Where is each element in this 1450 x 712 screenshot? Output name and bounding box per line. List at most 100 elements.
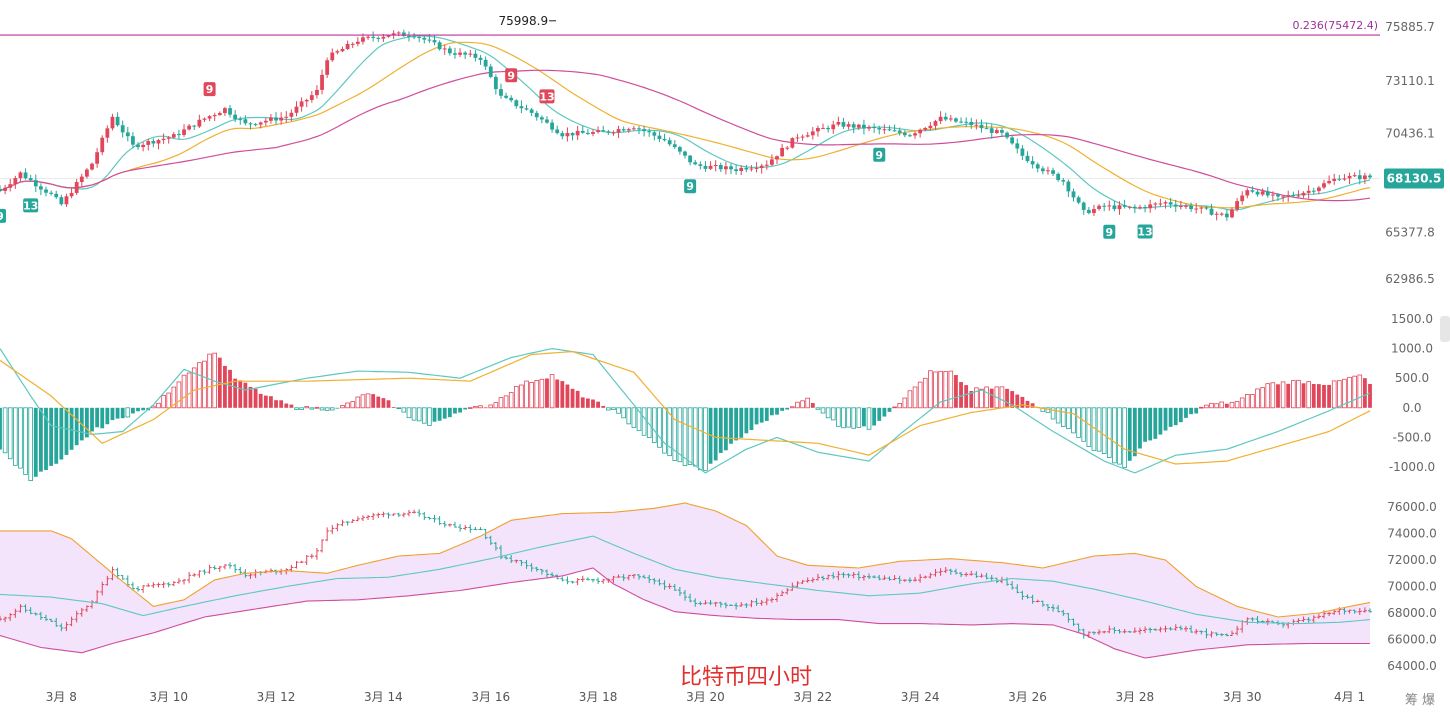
candle-body <box>795 137 800 139</box>
candle-body <box>964 121 969 123</box>
macd-axis-label: -1000.0 <box>1389 460 1435 474</box>
td-marker-badge <box>539 89 555 104</box>
macd-histogram-bar <box>1229 402 1235 409</box>
macd-histogram-bar <box>105 407 110 425</box>
candle-body <box>959 121 963 123</box>
macd-histogram-bar <box>585 398 590 408</box>
candle-body <box>611 132 616 134</box>
candle-body <box>1117 205 1122 210</box>
macd-histogram-bar <box>1173 407 1178 426</box>
bollinger-upper-line <box>0 502 1371 618</box>
candle-body <box>805 135 810 137</box>
macd-histogram-bar <box>467 407 473 409</box>
candle-body <box>928 125 933 128</box>
date-axis-label: 3月 10 <box>149 690 188 704</box>
macd-histogram-bar <box>636 407 642 431</box>
candle-body <box>723 166 728 170</box>
candle-body <box>315 89 319 96</box>
candle-body <box>269 117 273 121</box>
candle-body <box>672 144 677 148</box>
macd-histogram-bar <box>928 370 933 409</box>
candle-body <box>192 125 197 127</box>
candle-body <box>1245 190 1250 196</box>
macd-histogram-bar <box>902 397 908 409</box>
macd-histogram-bar <box>202 360 207 409</box>
candle-body <box>1138 207 1142 209</box>
macd-histogram-bar <box>938 370 943 409</box>
macd-histogram-bar <box>197 362 202 409</box>
macd-histogram-bar <box>503 395 509 409</box>
candle-body <box>125 132 130 137</box>
candle-body <box>299 101 304 107</box>
candle-body <box>841 122 846 127</box>
macd-histogram-bar <box>1331 380 1337 409</box>
macd-histogram-bar <box>1178 407 1183 423</box>
macd-dea-line <box>0 350 1371 465</box>
macd-histogram-bar <box>933 371 938 409</box>
candle-body <box>1020 148 1025 156</box>
macd-histogram-bar <box>493 402 499 409</box>
macd-histogram-bar <box>1306 381 1311 409</box>
candle-body <box>739 167 744 172</box>
boll-axis-label: 66000.0 <box>1387 633 1437 647</box>
macd-histogram-bar <box>703 407 708 471</box>
macd-histogram-bar <box>810 403 815 408</box>
macd-histogram-bar <box>969 391 974 408</box>
candle-body <box>361 37 365 42</box>
macd-histogram-bar <box>85 407 89 438</box>
candle-body <box>744 167 749 170</box>
macd-histogram-bar <box>391 407 396 408</box>
candle-body <box>1173 204 1178 207</box>
macd-histogram-bar <box>964 385 969 408</box>
macd-histogram-bar <box>948 370 954 409</box>
macd-histogram-bar <box>1362 378 1367 408</box>
scroll-handle[interactable] <box>1440 316 1450 342</box>
candle-body <box>667 140 672 145</box>
candle-body <box>1127 206 1132 208</box>
candle-body <box>862 124 866 129</box>
td-marker-badge <box>505 68 518 83</box>
candle-body <box>105 128 110 138</box>
candle-body <box>713 165 718 167</box>
candle-body <box>647 131 652 133</box>
candle-body <box>509 97 514 101</box>
candle-body <box>8 184 13 188</box>
macd-histogram-bar <box>1270 382 1276 409</box>
candle-body <box>892 130 897 132</box>
macd-histogram-bar <box>228 369 232 408</box>
macd-histogram-bar <box>1096 407 1102 452</box>
candle-body <box>1086 209 1091 214</box>
macd-histogram-bar <box>1015 394 1020 408</box>
td-marker-label: 9 <box>686 180 694 193</box>
macd-histogram-bar <box>371 394 376 408</box>
macd-histogram-bar <box>1127 407 1132 461</box>
macd-histogram-bar <box>1322 384 1326 408</box>
candle-body <box>974 124 979 126</box>
candle-body <box>1322 183 1326 188</box>
macd-histogram-bar <box>851 407 856 429</box>
candle-body <box>309 95 314 100</box>
macd-histogram-bar <box>1081 407 1087 442</box>
macd-histogram-bar <box>862 407 866 427</box>
candle-body <box>1296 195 1301 197</box>
macd-histogram-bar <box>1168 407 1173 427</box>
macd-axis-label: 500.0 <box>1395 371 1429 385</box>
macd-histogram-bar <box>560 381 565 408</box>
macd-histogram-bar <box>519 384 524 409</box>
td-marker-badge <box>1137 224 1153 239</box>
macd-histogram-bar <box>1076 407 1081 438</box>
candle-body <box>258 122 263 125</box>
macd-histogram-bar <box>458 407 462 413</box>
current-price-text: 68130.5 <box>1387 172 1442 186</box>
macd-histogram-bar <box>49 407 54 466</box>
td-marker-label: 13 <box>23 199 38 212</box>
candle-body <box>202 118 207 120</box>
candle-body <box>539 117 544 120</box>
candle-body <box>693 162 698 165</box>
macd-histogram-bar <box>770 407 774 416</box>
candle-body <box>95 152 100 164</box>
candle-body <box>90 163 94 170</box>
td-marker-label: 9 <box>875 149 883 162</box>
candle-body <box>248 123 253 125</box>
candle-body <box>1214 213 1219 215</box>
